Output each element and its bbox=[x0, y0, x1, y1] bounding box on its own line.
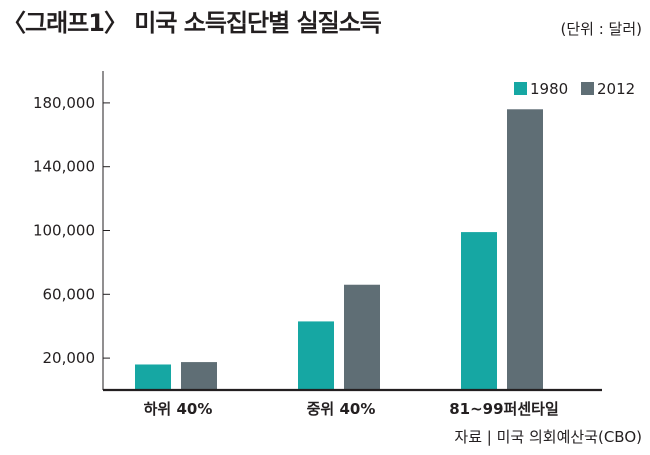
category-label-0: 하위 40% bbox=[144, 400, 213, 418]
category-label-2: 81~99퍼센타일 bbox=[449, 400, 559, 418]
y-tick-label-0: 20,000 bbox=[43, 349, 96, 367]
source-note: 자료 | 미국 의회예산국(CBO) bbox=[454, 428, 642, 446]
y-tick-label-4: 180,000 bbox=[33, 94, 95, 112]
y-tick-label-3: 140,000 bbox=[33, 158, 95, 176]
bar-1980-0 bbox=[135, 364, 171, 390]
bar-2012-0 bbox=[181, 362, 217, 390]
legend-label-1980: 1980 bbox=[530, 80, 568, 98]
y-tick-label-2: 100,000 bbox=[33, 222, 95, 240]
unit-note: (단위 : 달러) bbox=[560, 20, 643, 38]
bar-2012-1 bbox=[344, 284, 380, 390]
chart-title: 〈그래프1〉 미국 소득집단별 실질소득 bbox=[2, 9, 382, 37]
bar-1980-1 bbox=[298, 321, 334, 390]
legend-label-2012: 2012 bbox=[597, 80, 635, 98]
legend-swatch-2012 bbox=[581, 82, 594, 95]
bar-2012-2 bbox=[507, 109, 543, 390]
category-label-1: 중위 40% bbox=[307, 400, 376, 418]
y-tick-label-1: 60,000 bbox=[43, 285, 96, 303]
bar-1980-2 bbox=[461, 232, 497, 390]
legend-swatch-1980 bbox=[514, 82, 527, 95]
